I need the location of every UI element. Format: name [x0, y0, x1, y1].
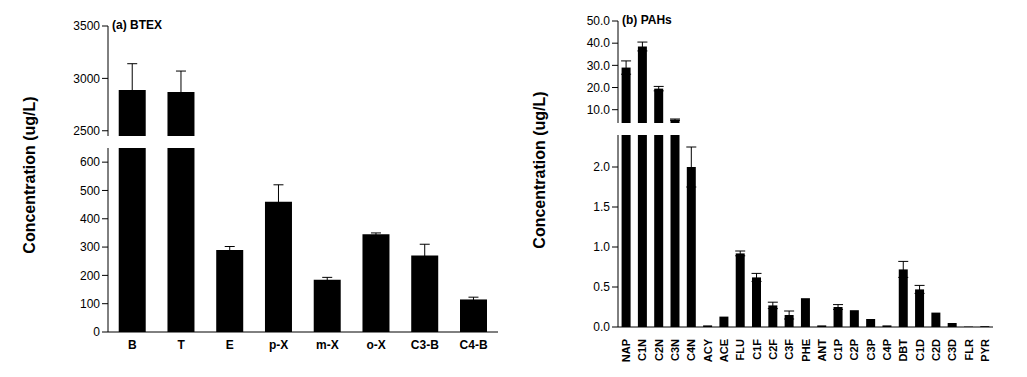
- svg-text:ACE: ACE: [718, 339, 730, 362]
- svg-text:600: 600: [80, 155, 100, 169]
- svg-text:500: 500: [80, 184, 100, 198]
- svg-text:E: E: [226, 338, 234, 352]
- svg-text:300: 300: [80, 240, 100, 254]
- svg-text:C3-B: C3-B: [411, 338, 439, 352]
- svg-text:PYR: PYR: [979, 339, 991, 362]
- svg-text:0: 0: [93, 325, 100, 339]
- svg-text:40.0: 40.0: [587, 36, 611, 50]
- html-text:(a) BTEX: (a) BTEX: [112, 18, 162, 32]
- svg-text:C2F: C2F: [767, 339, 779, 360]
- svg-text:C1P: C1P: [832, 339, 844, 360]
- svg-text:30.0: 30.0: [587, 59, 611, 73]
- svg-text:C1D: C1D: [914, 339, 926, 361]
- svg-text:C3F: C3F: [783, 339, 795, 360]
- svg-text:100: 100: [80, 297, 100, 311]
- html-text:(b) PAHs: (b) PAHs: [622, 13, 672, 27]
- html-text:Concentration (ug/L): Concentration (ug/L): [21, 96, 38, 254]
- svg-text:FLR: FLR: [963, 339, 975, 360]
- svg-text:C3N: C3N: [669, 339, 681, 361]
- svg-text:0.0: 0.0: [593, 320, 610, 334]
- svg-text:C2P: C2P: [848, 339, 860, 360]
- svg-text:C3P: C3P: [865, 339, 877, 360]
- svg-text:20.0: 20.0: [587, 81, 611, 95]
- svg-text:0.5: 0.5: [593, 280, 610, 294]
- svg-text:200: 200: [80, 269, 100, 283]
- svg-text:B: B: [128, 338, 137, 352]
- svg-text:50.0: 50.0: [587, 14, 611, 28]
- svg-text:T: T: [177, 338, 185, 352]
- svg-text:C4P: C4P: [881, 339, 893, 360]
- svg-text:ANT: ANT: [816, 339, 828, 362]
- svg-text:2.0: 2.0: [593, 160, 610, 174]
- svg-text:3000: 3000: [73, 72, 100, 86]
- svg-text:10.0: 10.0: [587, 103, 611, 117]
- svg-text:C1F: C1F: [751, 339, 763, 360]
- svg-text:m-X: m-X: [316, 338, 339, 352]
- svg-text:PHE: PHE: [800, 339, 812, 362]
- svg-text:1.0: 1.0: [593, 240, 610, 254]
- svg-text:o-X: o-X: [366, 338, 385, 352]
- svg-text:3500: 3500: [73, 19, 100, 33]
- svg-text:FLU: FLU: [734, 339, 746, 360]
- svg-text:p-X: p-X: [269, 338, 288, 352]
- svg-text:C2N: C2N: [653, 339, 665, 361]
- svg-text:ACY: ACY: [702, 338, 714, 362]
- html-text:Concentration (ug/L): Concentration (ug/L): [531, 91, 548, 249]
- svg-text:C3D: C3D: [946, 339, 958, 361]
- svg-text:C2D: C2D: [930, 339, 942, 361]
- svg-text:2500: 2500: [73, 124, 100, 136]
- svg-text:C4-B: C4-B: [460, 338, 488, 352]
- svg-text:DBT: DBT: [897, 339, 909, 362]
- svg-text:400: 400: [80, 212, 100, 226]
- svg-text:C1N: C1N: [636, 339, 648, 361]
- svg-text:C4N: C4N: [685, 339, 697, 361]
- svg-text:NAP: NAP: [620, 339, 632, 362]
- svg-text:1.5: 1.5: [593, 200, 610, 214]
